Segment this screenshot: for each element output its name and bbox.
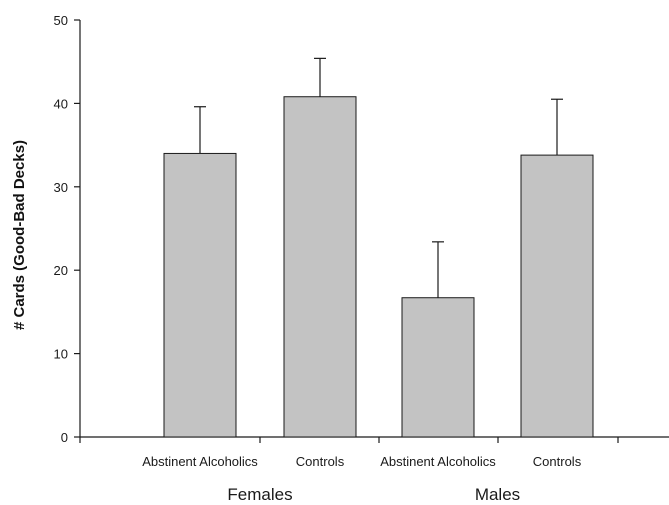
y-tick-label: 20 <box>54 263 68 278</box>
category-label: Abstinent Alcoholics <box>142 454 258 469</box>
bars <box>163 57 594 438</box>
category-label: Controls <box>296 454 345 469</box>
category-label: Controls <box>533 454 582 469</box>
y-tick-label: 10 <box>54 347 68 362</box>
category-label: Abstinent Alcoholics <box>380 454 496 469</box>
bar <box>520 154 594 438</box>
y-axis-title: # Cards (Good-Bad Decks) <box>11 140 28 330</box>
y-tick-label: 0 <box>61 430 68 445</box>
y-tick-label: 30 <box>54 180 68 195</box>
category-labels: Abstinent Alcoholics Controls Females Absti… <box>142 454 582 504</box>
x-axis <box>79 436 669 443</box>
bar <box>401 297 475 438</box>
y-tick-label: 50 <box>54 13 68 28</box>
bar <box>283 96 357 438</box>
y-tick-label: 40 <box>54 96 68 111</box>
bar <box>163 152 237 438</box>
y-axis: 0 10 20 30 40 50 <box>54 13 81 445</box>
group-label: Females <box>227 485 292 504</box>
group-label: Males <box>475 485 520 504</box>
